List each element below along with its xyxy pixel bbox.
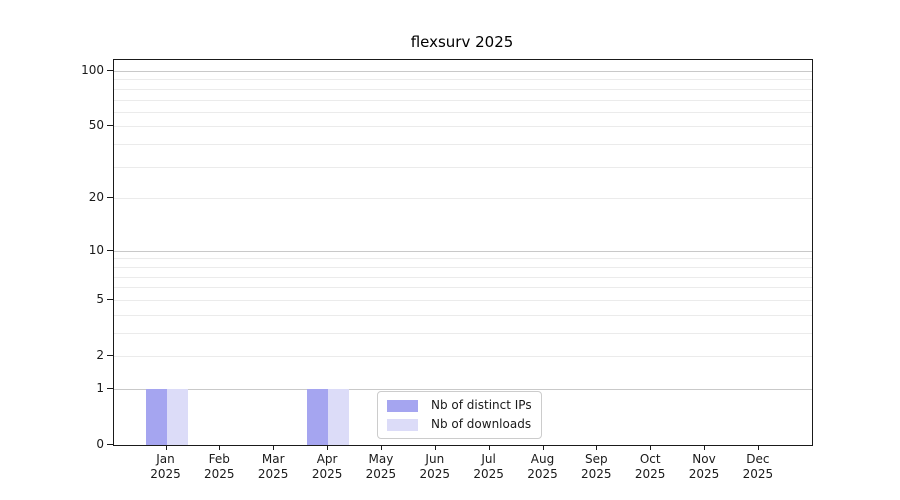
y-tick-mark bbox=[107, 355, 113, 356]
gridline bbox=[114, 388, 812, 390]
x-tick-mark bbox=[165, 445, 167, 450]
x-tick-label: Apr 2025 bbox=[311, 452, 343, 481]
gridline bbox=[114, 276, 812, 278]
gridline bbox=[114, 111, 812, 113]
bar-apr-distinct-ips bbox=[307, 388, 329, 445]
x-tick-mark bbox=[434, 445, 436, 450]
x-tick-label: Feb 2025 bbox=[204, 452, 235, 481]
y-tick-mark bbox=[107, 298, 113, 300]
y-tick-label: 0 bbox=[96, 437, 104, 451]
y-tick-label: 20 bbox=[88, 190, 104, 205]
x-tick-label: Nov 2025 bbox=[688, 452, 720, 481]
y-tick-label: 2 bbox=[96, 348, 104, 362]
y-tick-label: 50 bbox=[88, 118, 104, 133]
gridline bbox=[114, 258, 812, 260]
y-tick-mark bbox=[107, 70, 113, 71]
bar-jan-distinct-ips bbox=[145, 388, 167, 445]
gridline bbox=[114, 266, 812, 268]
gridline bbox=[114, 332, 812, 334]
gridline bbox=[114, 299, 812, 301]
x-tick-mark bbox=[650, 445, 652, 450]
legend-item-distinct-ips: Nb of distinct IPs bbox=[387, 398, 532, 413]
x-tick-label: Oct 2025 bbox=[634, 452, 666, 481]
x-tick-mark bbox=[704, 445, 705, 450]
gridline bbox=[114, 99, 812, 101]
y-tick-label: 1 bbox=[96, 380, 104, 395]
legend-label-distinct-ips: Nb of distinct IPs bbox=[431, 398, 532, 412]
x-tick-mark bbox=[488, 445, 490, 450]
x-tick-label: Jul 2025 bbox=[473, 452, 504, 481]
plot-area: Nb of distinct IPs Nb of downloads bbox=[113, 59, 813, 446]
gridline bbox=[114, 126, 812, 128]
legend: Nb of distinct IPs Nb of downloads bbox=[377, 391, 542, 439]
x-tick-label: Sep 2025 bbox=[581, 452, 612, 481]
gridline bbox=[114, 198, 812, 200]
x-tick-label: May 2025 bbox=[365, 452, 397, 481]
gridline bbox=[114, 287, 812, 289]
bar-apr-downloads bbox=[328, 388, 350, 445]
y-tick-mark bbox=[107, 125, 113, 127]
legend-item-downloads: Nb of downloads bbox=[387, 417, 532, 432]
legend-swatch-downloads-icon bbox=[387, 418, 418, 431]
x-tick-label: Jun 2025 bbox=[419, 452, 451, 481]
y-tick-label: 100 bbox=[81, 63, 104, 77]
x-tick-label: Aug 2025 bbox=[527, 452, 558, 481]
x-tick-mark bbox=[219, 445, 221, 450]
x-tick-label: Dec 2025 bbox=[742, 452, 774, 481]
y-tick-label: 10 bbox=[88, 242, 104, 257]
gridline bbox=[114, 250, 812, 252]
legend-label-downloads: Nb of downloads bbox=[431, 417, 532, 431]
x-tick-mark bbox=[273, 445, 275, 450]
y-tick-mark bbox=[107, 444, 113, 445]
x-tick-mark bbox=[757, 445, 759, 450]
x-tick-mark bbox=[542, 445, 544, 450]
gridline bbox=[114, 144, 812, 146]
x-tick-label: Jan 2025 bbox=[150, 452, 181, 481]
y-tick-mark bbox=[107, 387, 113, 389]
y-tick-mark bbox=[107, 249, 113, 251]
x-tick-mark bbox=[380, 445, 382, 450]
y-tick-label: 5 bbox=[96, 291, 104, 306]
gridline bbox=[114, 88, 812, 90]
x-tick-label: Mar 2025 bbox=[257, 452, 289, 481]
bar-jan-downloads bbox=[166, 388, 188, 445]
gridline bbox=[114, 314, 812, 316]
gridline bbox=[114, 166, 812, 168]
legend-swatch-distinct-ips-icon bbox=[387, 399, 418, 412]
chart-title: flexsurv 2025 bbox=[410, 33, 514, 51]
x-tick-mark bbox=[596, 445, 598, 450]
x-tick-mark bbox=[327, 445, 329, 450]
gridline bbox=[114, 356, 812, 357]
gridline bbox=[114, 79, 812, 81]
gridline bbox=[114, 71, 812, 72]
y-tick-mark bbox=[107, 197, 113, 199]
